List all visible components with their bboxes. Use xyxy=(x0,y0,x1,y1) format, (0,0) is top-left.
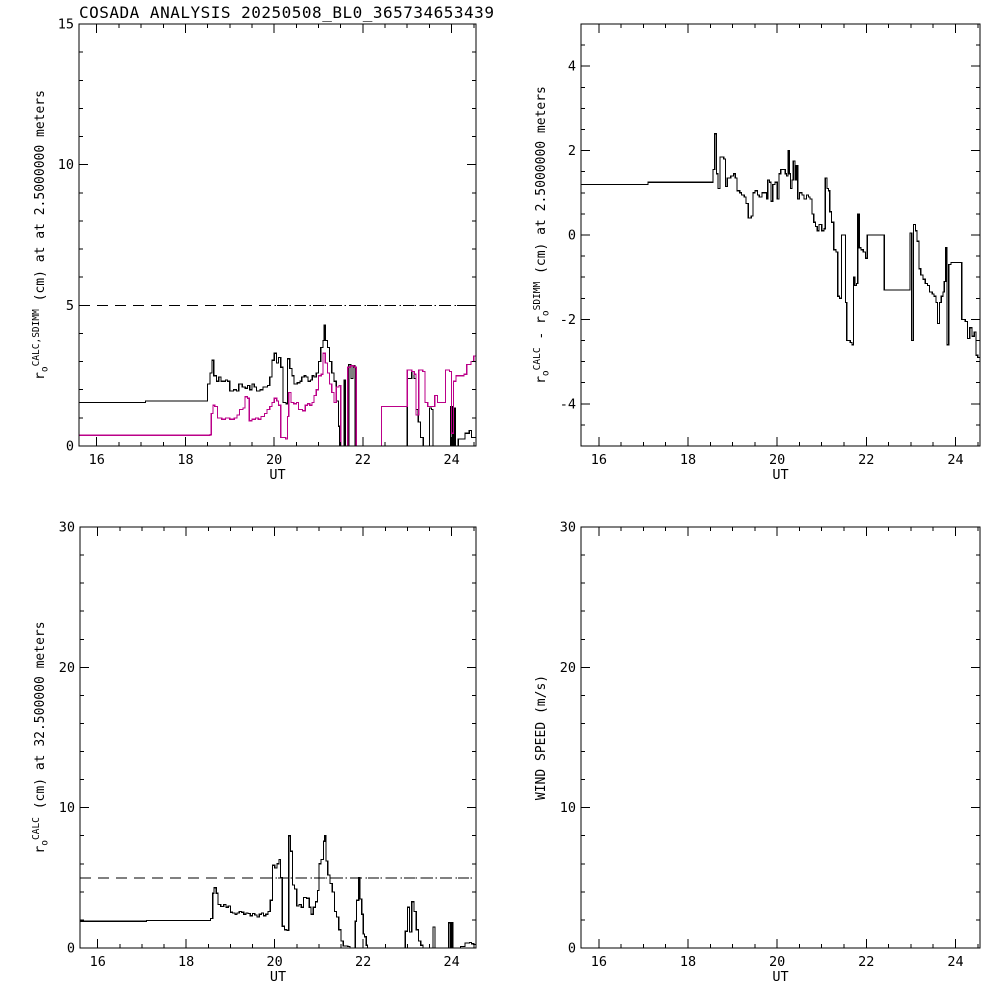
x-tick-label: 16 xyxy=(591,954,607,970)
y-axis-label: WIND SPEED (m/s) xyxy=(534,675,549,800)
y-tick-label: 10 xyxy=(59,800,75,816)
y-axis-label: roCALC - roSDIMM (cm) at 2.5000000 meter… xyxy=(532,86,552,384)
axes-and-data xyxy=(580,526,981,949)
series-r0_diff xyxy=(581,133,980,358)
y-tick-label: 0 xyxy=(568,228,576,244)
axes-and-data xyxy=(580,23,981,447)
y-tick-label: 4 xyxy=(568,59,576,75)
plot-frame xyxy=(78,23,477,447)
x-tick-label: 20 xyxy=(769,452,785,468)
y-tick-label: 15 xyxy=(58,17,74,33)
x-tick-label: 24 xyxy=(443,452,459,468)
axes-and-data xyxy=(78,23,477,447)
y-tick-label: 30 xyxy=(59,520,75,536)
series-r0_sdimm xyxy=(79,352,476,447)
y-tick-label: 2 xyxy=(568,143,576,159)
x-tick-label: 24 xyxy=(947,452,963,468)
x-tick-label: 24 xyxy=(444,954,460,970)
x-tick-label: 24 xyxy=(947,954,963,970)
plot-r0-calc-32.5m: 16 18 20 22 24 0 10 20 30 UT roCALC (cm) at 32.500… xyxy=(0,500,500,1000)
x-tick-label: 18 xyxy=(177,452,193,468)
x-tick-label: 18 xyxy=(680,954,696,970)
y-tick-label: 20 xyxy=(59,660,75,676)
axes-and-data xyxy=(79,526,477,949)
y-tick-label: 0 xyxy=(568,941,576,957)
series-r0_calc_32m xyxy=(80,835,476,949)
plot-frame xyxy=(580,23,981,447)
x-axis-label: UT xyxy=(772,467,788,483)
figure-title: COSADA ANALYSIS 20250508_BL0_36573465343… xyxy=(79,3,495,22)
x-axis-label: UT xyxy=(270,969,286,985)
y-tick-label: 10 xyxy=(58,157,74,173)
x-axis-label: UT xyxy=(269,467,285,483)
x-tick-label: 16 xyxy=(591,452,607,468)
x-tick-label: 22 xyxy=(858,452,874,468)
y-tick-label: 30 xyxy=(560,520,576,536)
x-tick-label: 16 xyxy=(90,954,106,970)
y-axis-label: roCALC,SDIMM (cm) at at 2.5000000 meters xyxy=(31,90,51,380)
y-axis-label: roCALC (cm) at 32.500000 meters xyxy=(31,621,51,853)
plot-r0-difference-2.5m: 16 18 20 22 24 -4 -2 0 2 4 UT roCALC - roSDIMM (cm)… xyxy=(500,0,1000,500)
x-tick-label: 20 xyxy=(769,954,785,970)
y-tick-label: 10 xyxy=(560,800,576,816)
x-tick-label: 16 xyxy=(89,452,105,468)
y-tick-label: -2 xyxy=(560,312,576,328)
x-tick-label: 18 xyxy=(178,954,194,970)
x-axis-label: UT xyxy=(772,969,788,985)
x-tick-label: 22 xyxy=(858,954,874,970)
y-tick-label: 0 xyxy=(66,439,74,455)
plot-r0-calc-sdimm-2.5m: 16 18 20 22 24 0 5 10 15 UT roCALC,SDIMM (cm) at a… xyxy=(0,0,500,500)
plot-wind-speed: 16 18 20 22 24 0 10 20 30 UT WIND SPEED (m/s) xyxy=(500,500,1000,1000)
y-tick-label: 20 xyxy=(560,660,576,676)
plot-r0-calc-32.5m-svg: 16 18 20 22 24 0 10 20 30 UT roCALC (cm) at 32.500… xyxy=(31,520,477,985)
plot-r0-calc-sdimm-2.5m-svg: 16 18 20 22 24 0 5 10 15 UT roCALC,SDIMM (cm) at a… xyxy=(31,17,477,483)
x-tick-label: 18 xyxy=(680,452,696,468)
y-tick-label: -4 xyxy=(560,396,576,412)
plot-frame xyxy=(580,526,981,949)
x-tick-label: 20 xyxy=(267,954,283,970)
plot-wind-speed-svg: 16 18 20 22 24 0 10 20 30 UT WIND SPEED (m/s) xyxy=(534,520,981,985)
plot-frame xyxy=(79,526,477,949)
x-tick-label: 22 xyxy=(355,452,371,468)
x-tick-label: 22 xyxy=(355,954,371,970)
y-tick-label: 0 xyxy=(67,941,75,957)
x-tick-label: 20 xyxy=(266,452,282,468)
y-tick-label: 5 xyxy=(66,298,74,314)
series-r0_calc xyxy=(79,324,476,447)
